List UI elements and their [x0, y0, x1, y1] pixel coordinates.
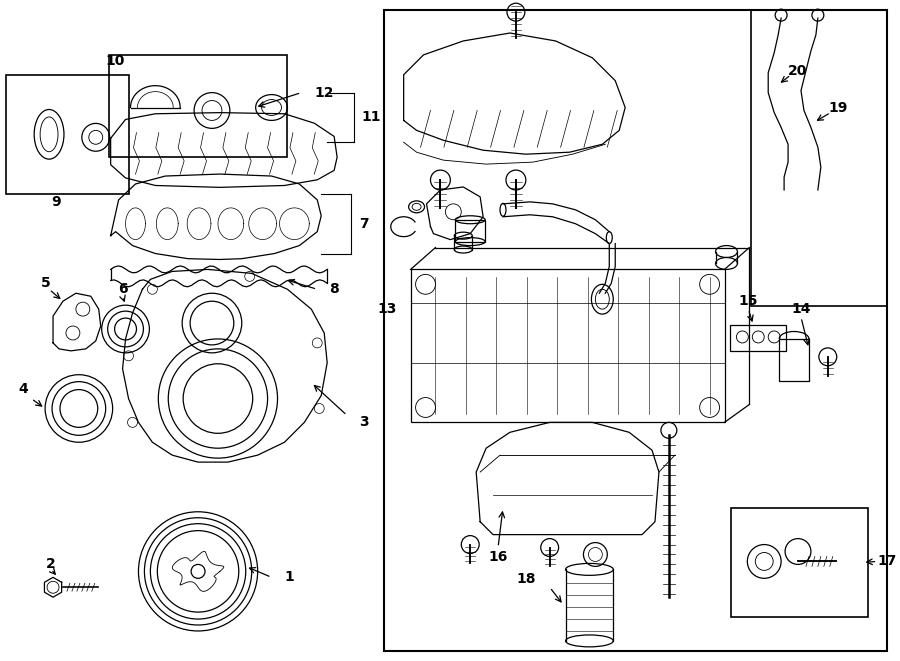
Text: 3: 3	[359, 415, 369, 430]
Text: 7: 7	[359, 217, 369, 231]
Text: 17: 17	[878, 555, 896, 568]
Text: 18: 18	[517, 572, 535, 586]
Text: 5: 5	[41, 276, 51, 290]
Bar	[383, 10, 887, 651]
Text: 6: 6	[118, 282, 128, 296]
Bar	[732, 508, 868, 617]
Text: 1: 1	[284, 570, 294, 584]
Text: 12: 12	[314, 86, 334, 100]
Bar	[410, 270, 724, 422]
Text: 20: 20	[788, 63, 807, 78]
Text: 9: 9	[51, 195, 61, 209]
Text: 16: 16	[489, 551, 508, 564]
Text: 19: 19	[828, 100, 848, 114]
Bar	[731, 325, 786, 351]
Text: 10: 10	[106, 54, 125, 68]
Text: 14: 14	[791, 302, 811, 316]
Bar	[109, 55, 287, 157]
Text: 8: 8	[329, 282, 339, 296]
Bar	[6, 75, 129, 194]
Text: 13: 13	[377, 302, 397, 316]
Bar	[752, 10, 887, 306]
Text: 4: 4	[18, 381, 28, 395]
Text: 15: 15	[739, 294, 758, 308]
Bar	[455, 219, 485, 242]
Text: 2: 2	[46, 557, 56, 571]
Text: 11: 11	[361, 110, 381, 124]
Bar	[779, 339, 809, 381]
